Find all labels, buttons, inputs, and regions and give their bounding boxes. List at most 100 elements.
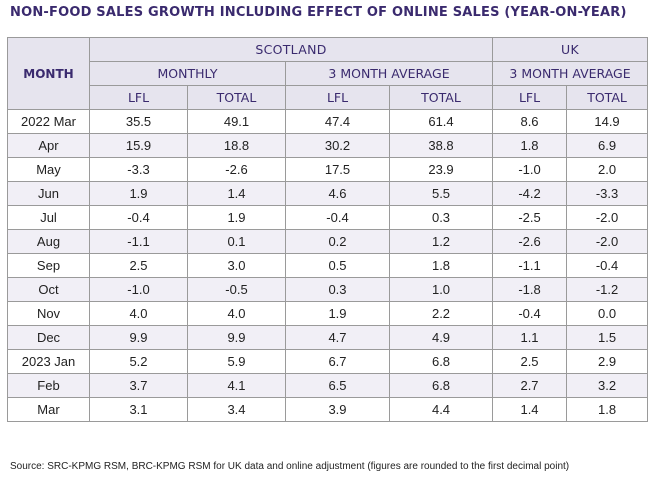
table-title: NON-FOOD SALES GROWTH INCLUDING EFFECT O…: [10, 5, 627, 20]
value-cell: 0.3: [388, 205, 494, 230]
lfl-header: LFL: [89, 85, 188, 110]
table-body: 2022 Mar 35.5 49.1 47.4 61.4 8.6 14.9 Apr 15.9 18…: [7, 109, 649, 422]
value-cell: -1.1: [492, 253, 568, 278]
value-cell: -3.3: [89, 157, 188, 182]
value-cell: 4.9: [388, 325, 494, 350]
value-cell: 47.4: [285, 109, 390, 134]
value-cell: -2.0: [566, 205, 649, 230]
month-cell: Aug: [7, 229, 90, 254]
month-cell: Jun: [7, 181, 90, 206]
sales-growth-table: MONTH SCOTLAND UK MONTHLY 3 MONTH AVERAG…: [7, 37, 649, 422]
month-cell: Nov: [7, 301, 90, 326]
value-cell: 14.9: [566, 109, 649, 134]
table-row: 2022 Mar 35.5 49.1 47.4 61.4 8.6 14.9: [7, 109, 649, 134]
uk-header: UK: [492, 37, 649, 62]
value-cell: 38.8: [388, 133, 494, 158]
value-cell: 4.7: [285, 325, 390, 350]
value-cell: -0.4: [89, 205, 188, 230]
value-cell: 8.6: [492, 109, 568, 134]
value-cell: 1.1: [492, 325, 568, 350]
value-cell: 4.0: [89, 301, 188, 326]
scotland-header: SCOTLAND: [88, 37, 494, 62]
value-cell: 1.8: [492, 133, 568, 158]
value-cell: -1.8: [492, 277, 568, 302]
value-cell: 49.1: [187, 109, 286, 134]
table-row: Nov 4.0 4.0 1.9 2.2 -0.4 0.0: [7, 301, 649, 326]
value-cell: 4.4: [388, 397, 494, 422]
value-cell: 1.9: [89, 181, 188, 206]
value-cell: 6.5: [285, 373, 390, 398]
value-cell: 1.8: [566, 397, 649, 422]
value-cell: 23.9: [388, 157, 494, 182]
value-cell: -3.3: [566, 181, 649, 206]
value-cell: 35.5: [89, 109, 188, 134]
value-cell: 0.3: [285, 277, 390, 302]
value-cell: 1.9: [285, 301, 390, 326]
value-cell: -0.5: [187, 277, 286, 302]
value-cell: 1.8: [388, 253, 494, 278]
value-cell: 4.0: [187, 301, 286, 326]
value-cell: -2.6: [492, 229, 568, 254]
value-cell: 0.0: [566, 301, 649, 326]
value-cell: 1.4: [187, 181, 286, 206]
table-row: Apr 15.9 18.8 30.2 38.8 1.8 6.9: [7, 133, 649, 158]
value-cell: 9.9: [187, 325, 286, 350]
total-header: TOTAL: [187, 85, 286, 110]
value-cell: 0.1: [187, 229, 286, 254]
value-cell: -1.2: [566, 277, 649, 302]
uk-3-month-average-header: 3 MONTH AVERAGE: [492, 61, 649, 86]
total-header: TOTAL: [388, 85, 494, 110]
value-cell: 3.4: [187, 397, 286, 422]
scotland-monthly-header: MONTHLY: [89, 61, 286, 86]
value-cell: 3.9: [285, 397, 390, 422]
value-cell: 1.0: [388, 277, 494, 302]
value-cell: 1.4: [492, 397, 568, 422]
value-cell: -1.0: [89, 277, 188, 302]
month-cell: May: [7, 157, 90, 182]
month-cell: 2022 Mar: [7, 109, 90, 134]
value-cell: 4.1: [187, 373, 286, 398]
value-cell: 3.0: [187, 253, 286, 278]
month-cell: Jul: [7, 205, 90, 230]
value-cell: -1.0: [492, 157, 568, 182]
value-cell: 3.1: [89, 397, 188, 422]
value-cell: 2.2: [388, 301, 494, 326]
value-cell: 30.2: [285, 133, 390, 158]
lfl-header: LFL: [285, 85, 390, 110]
value-cell: -0.4: [566, 253, 649, 278]
value-cell: -2.6: [187, 157, 286, 182]
value-cell: 6.7: [285, 349, 390, 374]
value-cell: -0.4: [492, 301, 568, 326]
month-header: MONTH: [7, 37, 90, 110]
value-cell: 0.2: [285, 229, 390, 254]
value-cell: -2.0: [566, 229, 649, 254]
table-row: Jul -0.4 1.9 -0.4 0.3 -2.5 -2.0: [7, 205, 649, 230]
value-cell: 15.9: [89, 133, 188, 158]
value-cell: 3.7: [89, 373, 188, 398]
value-cell: 2.7: [492, 373, 568, 398]
table-row: 2023 Jan 5.2 5.9 6.7 6.8 2.5 2.9: [7, 349, 649, 374]
lfl-header: LFL: [492, 85, 568, 110]
table-row: Sep 2.5 3.0 0.5 1.8 -1.1 -0.4: [7, 253, 649, 278]
value-cell: 2.5: [492, 349, 568, 374]
value-cell: 2.9: [566, 349, 649, 374]
source-note: Source: SRC-KPMG RSM, BRC-KPMG RSM for U…: [10, 461, 570, 472]
value-cell: 6.8: [388, 373, 494, 398]
table-row: Feb 3.7 4.1 6.5 6.8 2.7 3.2: [7, 373, 649, 398]
value-cell: 5.5: [388, 181, 494, 206]
value-cell: 9.9: [89, 325, 188, 350]
table-row: Mar 3.1 3.4 3.9 4.4 1.4 1.8: [7, 397, 649, 422]
scotland-3-month-average-header: 3 MONTH AVERAGE: [284, 61, 494, 86]
value-cell: 6.9: [566, 133, 649, 158]
value-cell: 0.5: [285, 253, 390, 278]
table-row: Dec 9.9 9.9 4.7 4.9 1.1 1.5: [7, 325, 649, 350]
value-cell: 1.5: [566, 325, 649, 350]
month-cell: Mar: [7, 397, 90, 422]
value-cell: 4.6: [285, 181, 390, 206]
value-cell: 2.5: [89, 253, 188, 278]
month-cell: Sep: [7, 253, 90, 278]
value-cell: 2.0: [566, 157, 649, 182]
value-cell: -1.1: [89, 229, 188, 254]
table-row: Oct -1.0 -0.5 0.3 1.0 -1.8 -1.2: [7, 277, 649, 302]
table-row: May -3.3 -2.6 17.5 23.9 -1.0 2.0: [7, 157, 649, 182]
